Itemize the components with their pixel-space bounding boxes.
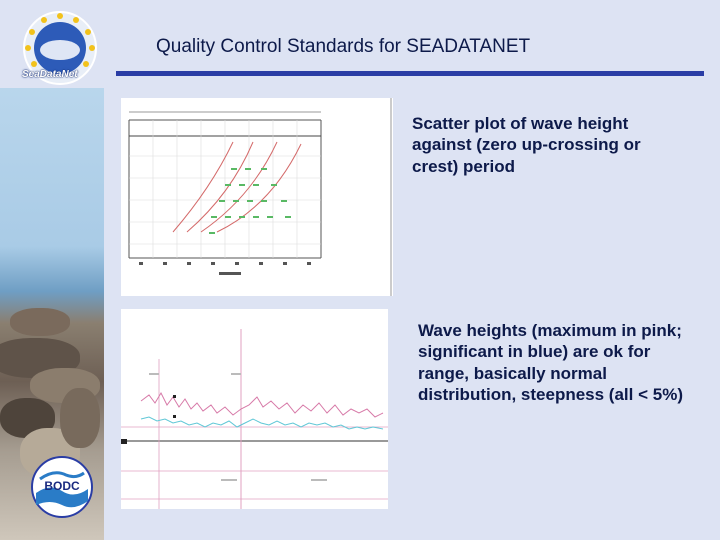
seadatanet-logo-text: SeaDataNet [22, 69, 78, 80]
scatter-plot-image [121, 98, 393, 296]
scatter-plot-graphic [121, 98, 393, 296]
title-rule [116, 71, 704, 76]
wave-height-image [121, 309, 388, 509]
seadatanet-logo [23, 11, 97, 85]
bodc-logo-text: BODC [44, 479, 80, 493]
bodc-logo: BODC [31, 456, 93, 518]
wave-height-graphic [121, 309, 388, 509]
coast-photo [0, 88, 104, 540]
caption-scatter-plot: Scatter plot of wave height against (zer… [412, 114, 641, 176]
caption-wave-heights: Wave heights (maximum in pink; significa… [418, 321, 683, 405]
sidebar: SeaDataNet BODC [0, 0, 104, 540]
slide-title: Quality Control Standards for SEADATANET [156, 36, 531, 57]
